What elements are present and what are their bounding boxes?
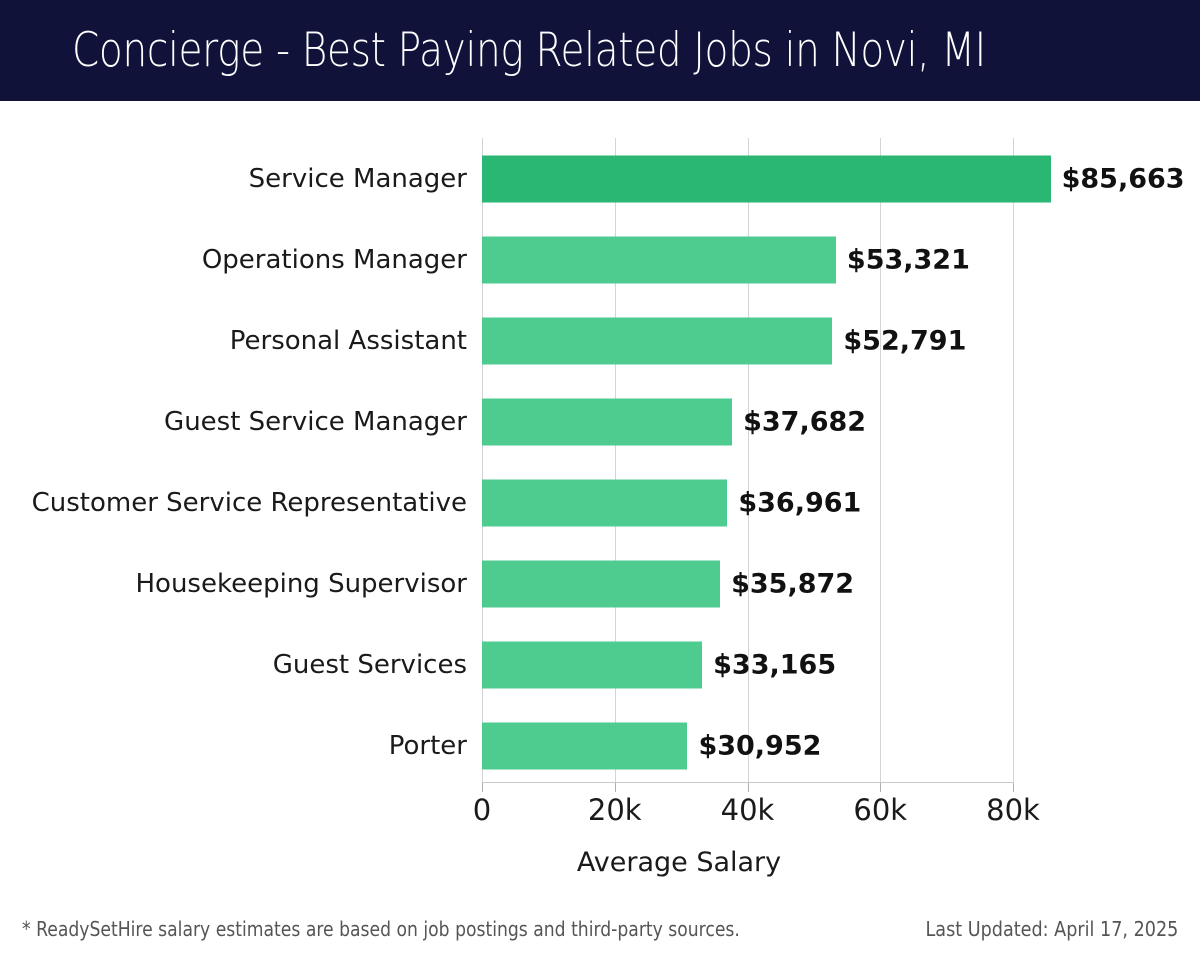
- chart-plot-area: Service Manager $85,663 Operations Manager…: [0, 101, 1200, 901]
- bar-row[interactable]: Guest Services $33,165: [0, 624, 1200, 705]
- bar-value-label: $52,791: [843, 325, 967, 356]
- bar-category-label: Guest Service Manager: [164, 406, 467, 437]
- footer: * ReadySetHire salary estimates are base…: [0, 901, 1200, 958]
- bar[interactable]: [482, 236, 836, 283]
- bar-row[interactable]: Porter $30,952: [0, 705, 1200, 786]
- bar-value-label: $53,321: [846, 244, 970, 275]
- bar-row[interactable]: Personal Assistant $52,791: [0, 300, 1200, 381]
- bar[interactable]: [482, 641, 703, 688]
- bar-category-label: Personal Assistant: [229, 325, 467, 356]
- bar-row[interactable]: Operations Manager $53,321: [0, 219, 1200, 300]
- bar[interactable]: [482, 317, 833, 364]
- page-title: Concierge - Best Paying Related Jobs in …: [72, 23, 986, 78]
- bar-value-label: $36,961: [738, 487, 862, 518]
- x-tick-label: 40k: [720, 793, 775, 827]
- bar-row[interactable]: Customer Service Representative $36,961: [0, 462, 1200, 543]
- x-tick-label: 60k: [853, 793, 908, 827]
- last-updated-text: Last Updated: April 17, 2025: [925, 917, 1178, 941]
- bar-row[interactable]: Service Manager $85,663: [0, 138, 1200, 219]
- bar[interactable]: [482, 398, 733, 445]
- x-tick-label: 0: [472, 793, 492, 827]
- bar[interactable]: [482, 479, 728, 526]
- bar-value-label: $30,952: [698, 730, 822, 761]
- x-tick-label: 20k: [587, 793, 642, 827]
- bar-category-label: Customer Service Representative: [31, 487, 467, 518]
- bar-category-label: Guest Services: [272, 649, 467, 680]
- title-banner: Concierge - Best Paying Related Jobs in …: [0, 0, 1200, 101]
- bar-value-label: $33,165: [713, 649, 837, 680]
- bar-row[interactable]: Housekeeping Supervisor $35,872: [0, 543, 1200, 624]
- x-axis-title: Average Salary: [576, 847, 782, 878]
- footnote-text: * ReadySetHire salary estimates are base…: [22, 917, 740, 941]
- x-axis-line: [482, 782, 1013, 783]
- bar-category-label: Porter: [388, 730, 467, 761]
- bar[interactable]: [482, 560, 721, 607]
- bar-value-label: $85,663: [1061, 163, 1185, 194]
- bar[interactable]: [482, 155, 1051, 202]
- bar-category-label: Housekeeping Supervisor: [135, 568, 468, 599]
- bar-category-label: Operations Manager: [201, 244, 467, 275]
- bar-category-label: Service Manager: [248, 163, 467, 194]
- bar-value-label: $37,682: [743, 406, 867, 437]
- bar-row[interactable]: Guest Service Manager $37,682: [0, 381, 1200, 462]
- bar[interactable]: [482, 722, 688, 769]
- x-tick-label: 80k: [986, 793, 1040, 827]
- bar-value-label: $35,872: [731, 568, 855, 599]
